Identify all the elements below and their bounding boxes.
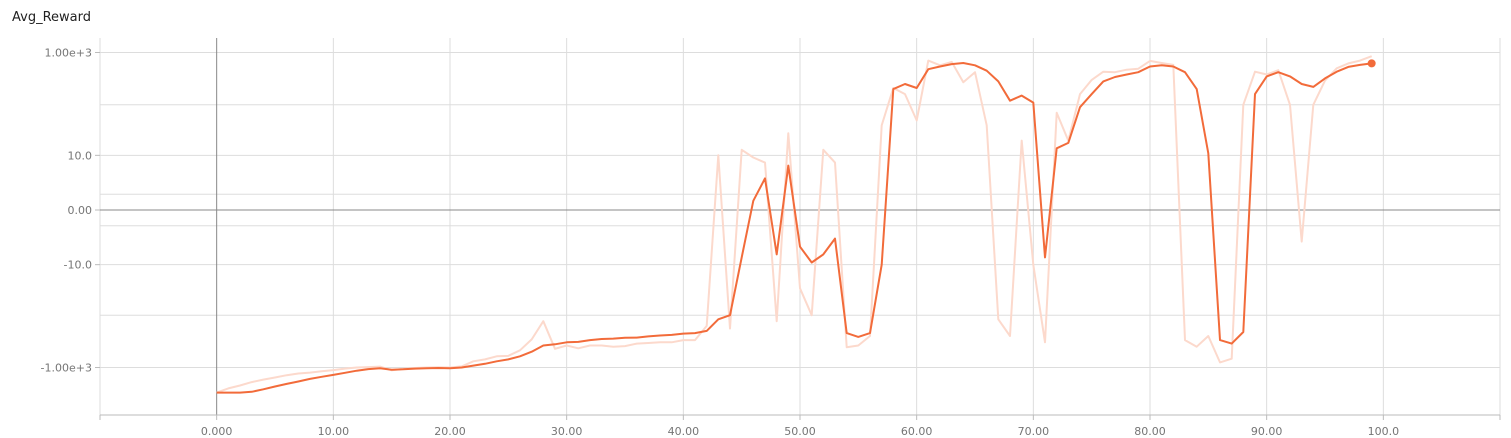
y-tick-label: -1.00e+3	[41, 362, 92, 375]
x-tick-label: 20.00	[434, 425, 466, 438]
x-tick-label: 50.00	[784, 425, 816, 438]
label-layer: 0.000 10.00 20.00 30.00 40.00 50.00 60.00 70.00…	[41, 46, 1400, 438]
grid-layer	[99, 38, 1501, 415]
axis-layer	[95, 38, 1501, 420]
x-tick-label: 10.00	[318, 425, 350, 438]
x-tick-label: 30.00	[551, 425, 583, 438]
x-tick-label: 0.000	[201, 425, 233, 438]
x-tick-label: 90.00	[1251, 425, 1283, 438]
last-point-marker	[1367, 59, 1376, 68]
y-tick-label: 0.00	[68, 204, 93, 217]
chart-title: Avg_Reward	[12, 10, 91, 25]
x-tick-label: 80.00	[1134, 425, 1166, 438]
x-tick-label: 70.00	[1018, 425, 1050, 438]
y-tick-label: 10.0	[68, 149, 93, 162]
x-tick-label: 40.00	[668, 425, 700, 438]
x-tick-label: 100.0	[1368, 425, 1400, 438]
smoothed-series-line	[216, 62, 1372, 394]
x-tick-label: 60.00	[901, 425, 933, 438]
series-layer	[216, 55, 1376, 394]
y-tick-label: 1.00e+3	[45, 46, 92, 59]
raw-series-line	[216, 55, 1373, 394]
y-tick-label: -10.0	[64, 259, 92, 272]
